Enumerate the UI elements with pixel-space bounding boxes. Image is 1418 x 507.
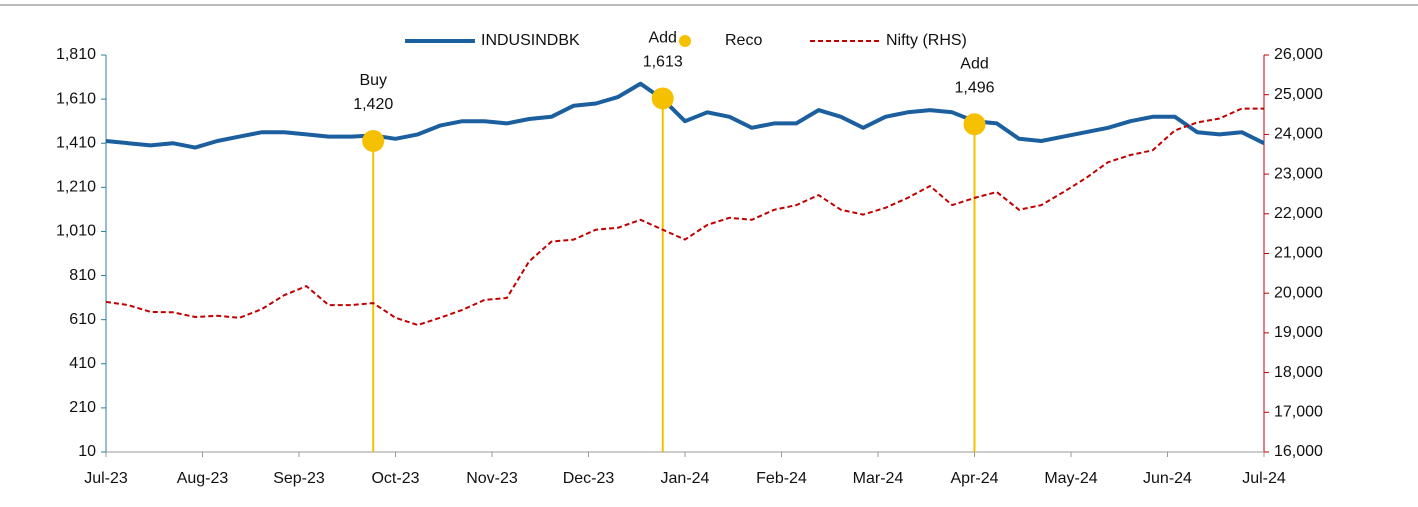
- legend-label: Reco: [725, 32, 762, 49]
- x-tick-label: Jul-23: [84, 470, 128, 487]
- y2-tick-label: 23,000: [1274, 165, 1323, 182]
- y-tick-label: 1,210: [56, 179, 96, 196]
- legend-label: Nifty (RHS): [886, 32, 967, 49]
- reco-point: [963, 113, 986, 136]
- x-tick-label: Oct-23: [371, 470, 419, 487]
- y2-tick-label: 18,000: [1274, 364, 1323, 381]
- x-tick-label: Jun-24: [1143, 470, 1192, 487]
- y2-tick-label: 26,000: [1274, 46, 1323, 63]
- y-tick-label: 1,010: [56, 223, 96, 240]
- x-tick-label: Feb-24: [756, 470, 807, 487]
- y-tick-label: 610: [69, 311, 96, 328]
- y2-tick-label: 21,000: [1274, 245, 1323, 262]
- x-tick-label: Aug-23: [177, 470, 229, 487]
- legend-label: INDUSINDBK: [481, 32, 580, 49]
- reco-value-label: 1,613: [643, 54, 683, 71]
- x-tick-label: Dec-23: [563, 470, 615, 487]
- line-series: [105, 81, 1265, 150]
- y-tick-label: 210: [69, 399, 96, 416]
- x-tick-label: Sep-23: [273, 470, 325, 487]
- y2-tick-label: 20,000: [1274, 284, 1323, 301]
- line-series: [105, 107, 1264, 326]
- reco-action: Buy: [359, 72, 387, 89]
- y2-tick-label: 16,000: [1274, 443, 1323, 460]
- x-tick-label: Nov-23: [466, 470, 518, 487]
- x-tick-label: Jan-24: [661, 470, 710, 487]
- y2-tick-label: 17,000: [1274, 404, 1323, 421]
- y2-tick-label: 22,000: [1274, 205, 1323, 222]
- legend-marker: [679, 35, 691, 47]
- reco-action: Add: [648, 30, 676, 47]
- x-tick-label: Jul-24: [1242, 470, 1286, 487]
- y-tick-label: 1,810: [56, 46, 96, 63]
- reco-value-label: 1,496: [954, 79, 994, 96]
- reco-point: [362, 130, 385, 153]
- reco-value-label: 1,420: [353, 96, 393, 113]
- y-tick-label: 1,410: [56, 134, 96, 151]
- reco-point: [651, 87, 674, 110]
- y-tick-label: 1,610: [56, 90, 96, 107]
- x-tick-label: Mar-24: [853, 470, 904, 487]
- y-tick-label: 10: [78, 443, 96, 460]
- y2-tick-label: 25,000: [1274, 86, 1323, 103]
- y-tick-label: 410: [69, 355, 96, 372]
- y2-tick-label: 19,000: [1274, 324, 1323, 341]
- y-tick-label: 810: [69, 267, 96, 284]
- y2-tick-label: 24,000: [1274, 126, 1323, 143]
- reco-action: Add: [960, 55, 988, 72]
- x-tick-label: May-24: [1044, 470, 1097, 487]
- x-tick-label: Apr-24: [950, 470, 998, 487]
